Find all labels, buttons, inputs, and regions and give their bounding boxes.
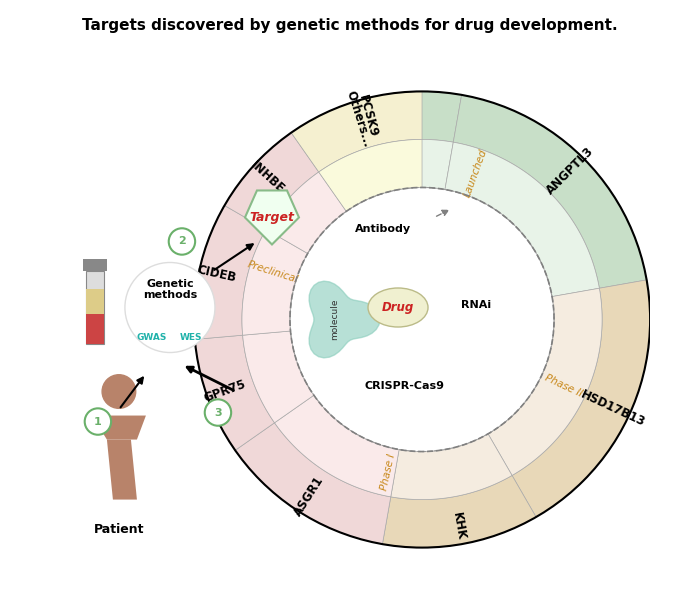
Polygon shape	[512, 280, 650, 517]
Text: PCSK9: PCSK9	[356, 94, 379, 139]
Circle shape	[125, 262, 215, 353]
Text: KHK: KHK	[449, 511, 468, 541]
Polygon shape	[488, 288, 602, 475]
Text: CRISPR-Cas9: CRISPR-Cas9	[364, 380, 444, 391]
Text: RNAi: RNAi	[461, 300, 491, 309]
Polygon shape	[235, 423, 391, 544]
Text: Patient: Patient	[94, 523, 144, 536]
Text: ANGPTL3: ANGPTL3	[545, 145, 597, 197]
Polygon shape	[391, 434, 512, 499]
Polygon shape	[307, 139, 454, 218]
Text: Launched: Launched	[462, 147, 489, 198]
Polygon shape	[266, 172, 346, 253]
Polygon shape	[275, 92, 461, 182]
Polygon shape	[291, 92, 422, 172]
Polygon shape	[86, 289, 104, 314]
Polygon shape	[318, 139, 422, 211]
Polygon shape	[445, 142, 599, 297]
Text: GPR75: GPR75	[202, 377, 248, 405]
Polygon shape	[309, 281, 380, 358]
Polygon shape	[382, 475, 536, 548]
Polygon shape	[454, 95, 647, 288]
Text: INHBE: INHBE	[248, 159, 287, 197]
Circle shape	[169, 229, 195, 254]
Text: CIDEB: CIDEB	[196, 264, 238, 285]
Polygon shape	[195, 335, 274, 450]
Polygon shape	[86, 314, 104, 344]
Circle shape	[204, 399, 231, 426]
Text: ASGR1: ASGR1	[292, 475, 327, 519]
Circle shape	[102, 374, 136, 408]
Polygon shape	[225, 133, 318, 230]
Text: HSD17B13: HSD17B13	[578, 388, 647, 429]
Polygon shape	[243, 331, 314, 423]
Text: molecule: molecule	[330, 298, 340, 340]
Text: WES: WES	[180, 333, 202, 342]
Polygon shape	[83, 259, 107, 271]
Text: 1: 1	[94, 417, 102, 426]
Circle shape	[85, 408, 111, 435]
Polygon shape	[86, 271, 104, 344]
Text: Phase I: Phase I	[379, 453, 397, 491]
Polygon shape	[274, 395, 399, 497]
Text: 3: 3	[214, 408, 222, 417]
Polygon shape	[128, 289, 155, 326]
Polygon shape	[245, 191, 299, 244]
Ellipse shape	[368, 288, 428, 327]
Polygon shape	[107, 440, 137, 499]
Polygon shape	[242, 230, 308, 335]
Text: GWAS: GWAS	[136, 333, 167, 342]
Text: Antibody: Antibody	[355, 224, 411, 235]
Text: Target: Target	[249, 211, 295, 224]
Polygon shape	[92, 415, 146, 440]
Text: Preclinical: Preclinical	[246, 260, 300, 285]
Text: Phase II: Phase II	[543, 373, 584, 399]
Text: Targets discovered by genetic methods for drug development.: Targets discovered by genetic methods fo…	[82, 18, 618, 33]
Text: Drug: Drug	[382, 301, 414, 314]
Text: 2: 2	[178, 236, 186, 247]
Text: Genetic
methods: Genetic methods	[143, 279, 197, 300]
Text: Others...: Others...	[344, 89, 374, 149]
Polygon shape	[194, 206, 266, 339]
